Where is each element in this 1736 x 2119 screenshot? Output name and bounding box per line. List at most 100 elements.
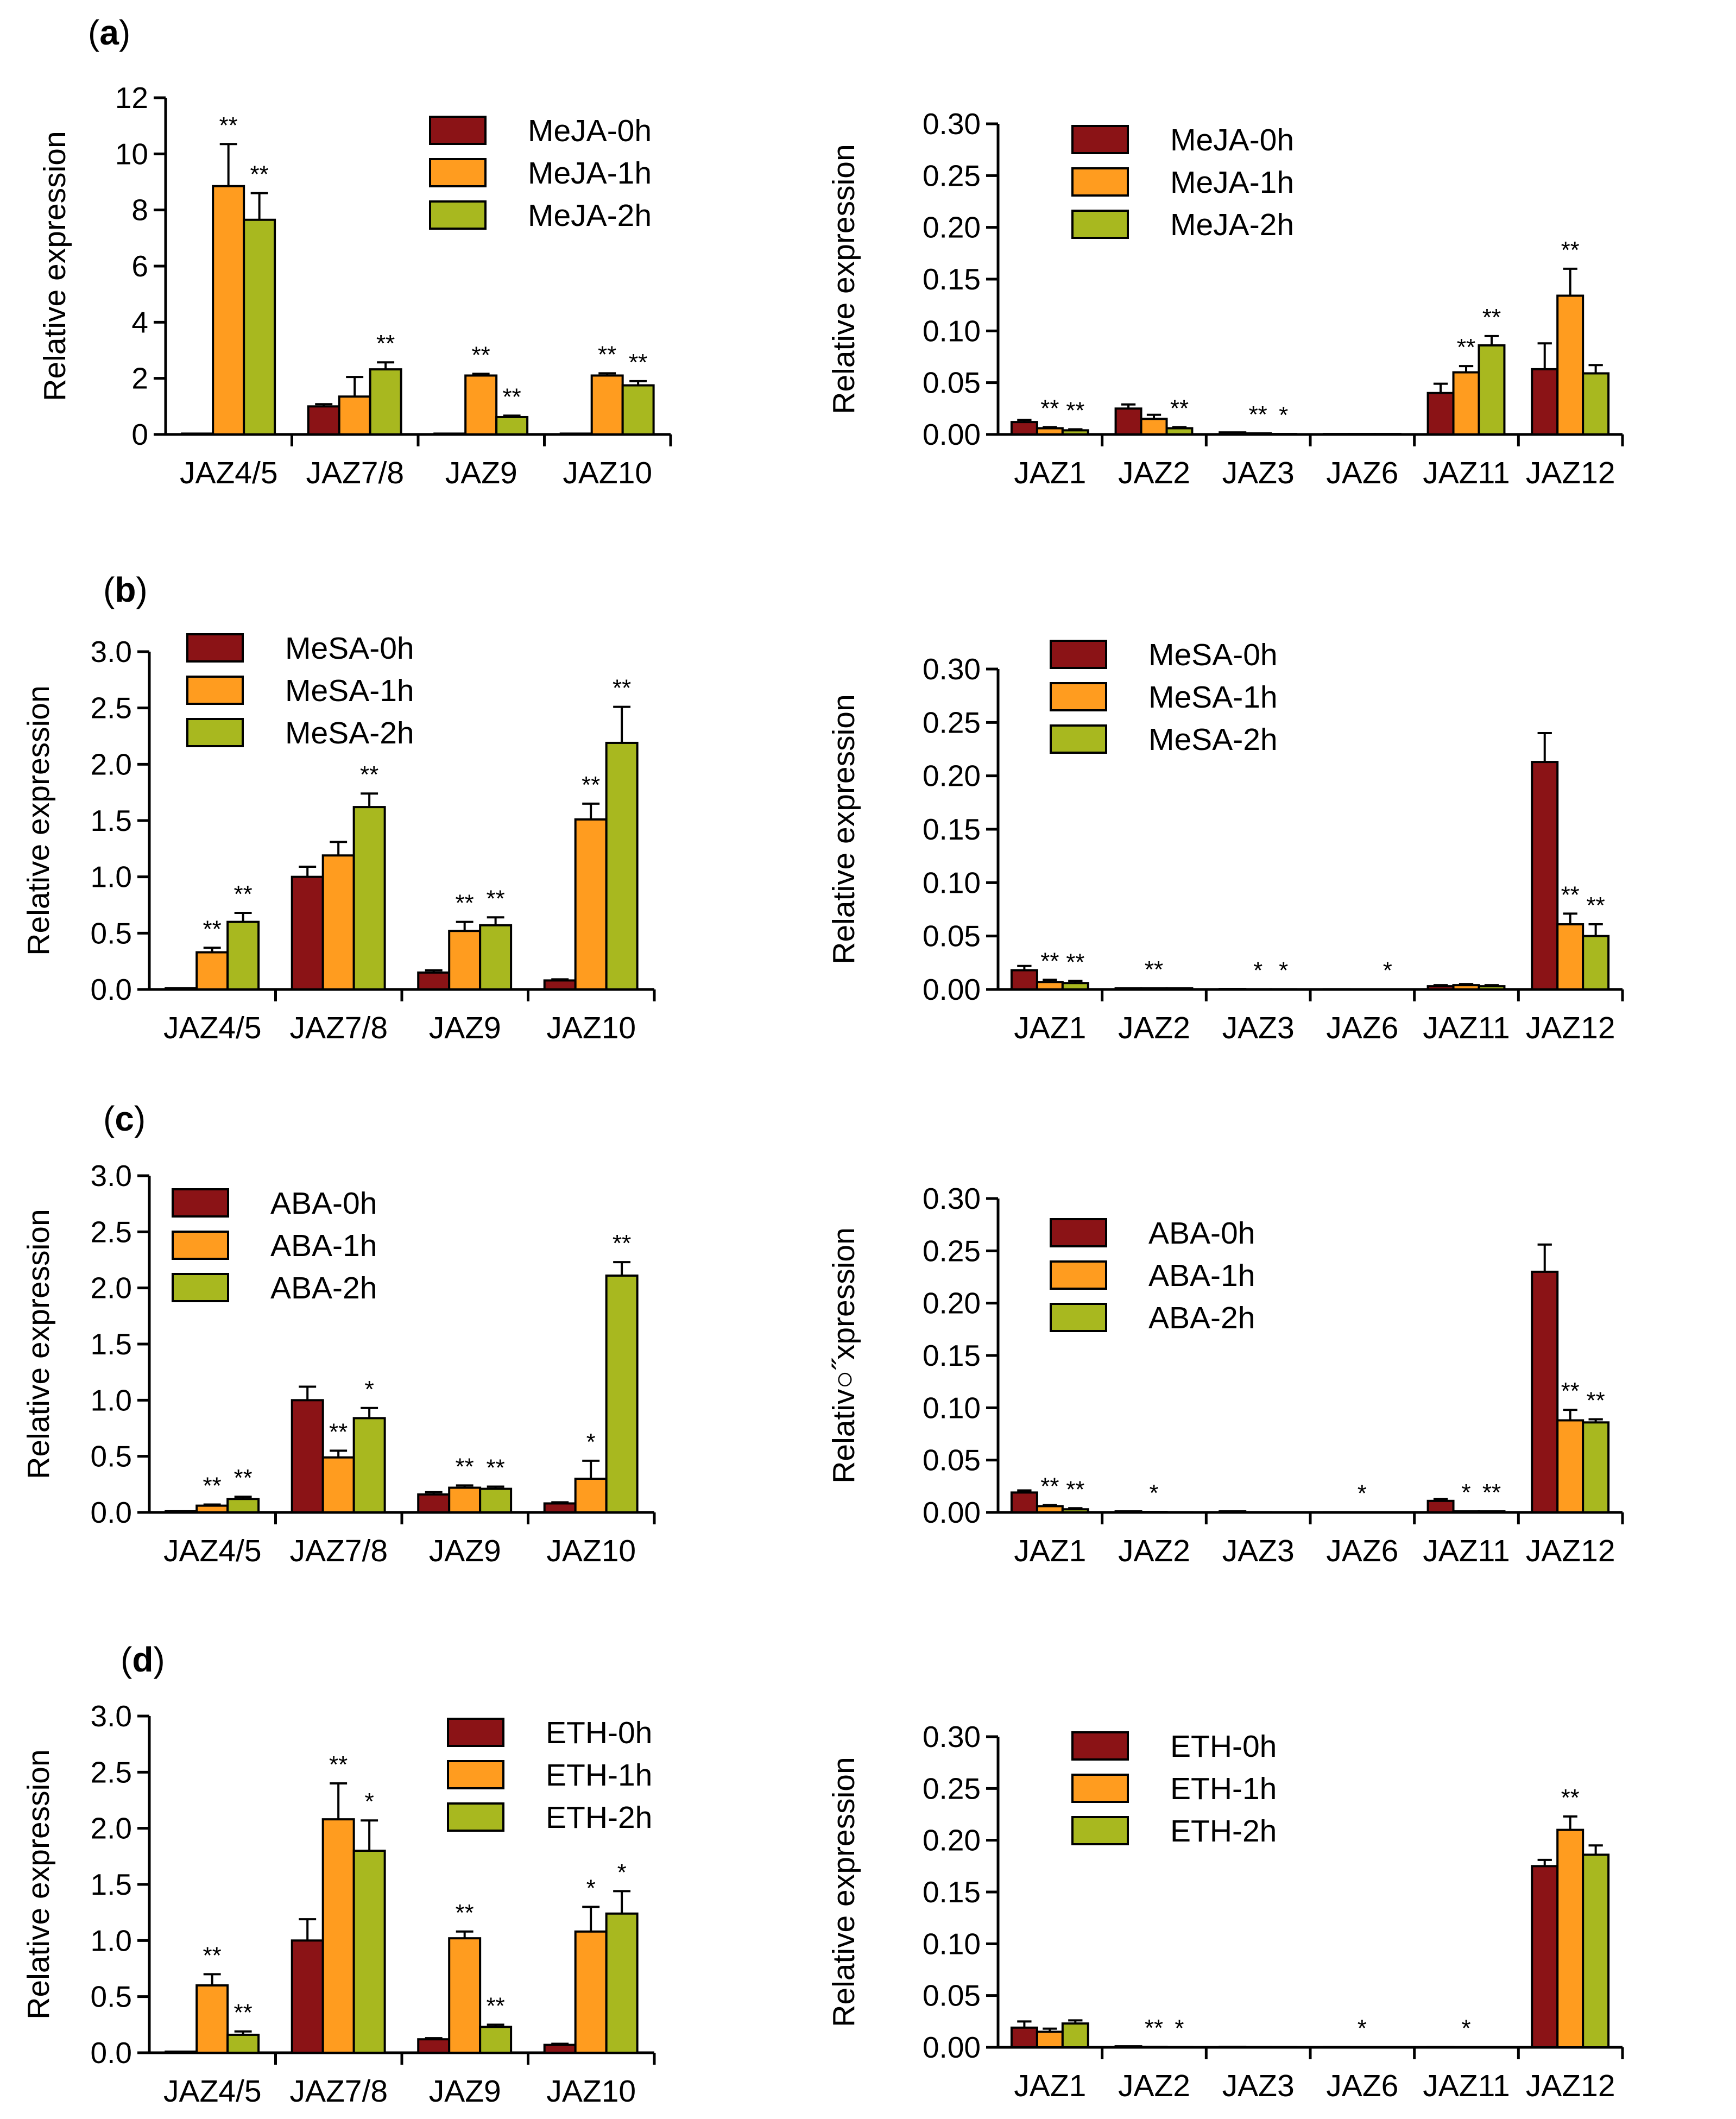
- significance-mark: **: [1145, 2015, 1163, 2041]
- x-tick-label: JAZ2: [1118, 1011, 1190, 1045]
- y-axis-label: Relative expression: [826, 1757, 861, 2027]
- significance-mark: **: [329, 1418, 348, 1445]
- legend-label: MeSA-2h: [1148, 722, 1278, 757]
- bar-MeJA-1h-JAZ1: [1036, 427, 1064, 436]
- bar-ETH-1h-JAZ7/8: [321, 1818, 355, 2054]
- bar-MeJA-1h-JAZ11: [1452, 371, 1480, 436]
- bar-ETH-2h-JAZ12: [1582, 1853, 1610, 2049]
- bar-MeJA-2h-JAZ11: [1478, 344, 1506, 436]
- bar-MeSA-1h-JAZ2: [1140, 987, 1168, 991]
- y-axis-label: Relative expression: [37, 131, 72, 401]
- y-tick-label: 10: [115, 137, 148, 171]
- y-tick-label: 0.05: [923, 366, 981, 400]
- significance-mark: **: [234, 2000, 252, 2026]
- legend-swatch: [1071, 167, 1129, 197]
- y-tick-label: 2.5: [91, 1755, 132, 1789]
- significance-mark: **: [203, 916, 222, 942]
- x-tick-label: JAZ1: [1014, 1011, 1086, 1045]
- x-tick-label: JAZ1: [1014, 1534, 1086, 1568]
- chart-d-left: 0.0 0.5 1.0 1.5 2.0 2.5 3.0 Relative expression…: [21, 1699, 656, 2109]
- significance-mark: *: [365, 1376, 374, 1403]
- legend-swatch: [447, 1760, 504, 1789]
- significance-mark: *: [1461, 2015, 1470, 2042]
- y-tick-label: 0.00: [923, 2030, 981, 2064]
- bar-MeJA-0h-JAZ12: [1531, 368, 1559, 436]
- significance-mark: *: [617, 1859, 627, 1885]
- y-tick-label: 2.5: [91, 691, 132, 725]
- legend-swatch: [1050, 1303, 1107, 1332]
- legend-label: ABA-1h: [270, 1228, 377, 1263]
- bar-ETH-0h-JAZ10: [543, 2044, 577, 2054]
- legend-label: ETH-0h: [546, 1716, 652, 1750]
- y-tick-label: 8: [131, 193, 148, 227]
- y-tick-label: 0.00: [923, 973, 981, 1006]
- significance-mark: **: [1066, 1476, 1084, 1503]
- bar-ETH-1h-JAZ1: [1036, 2030, 1064, 2048]
- legend-label: ETH-1h: [1170, 1771, 1277, 1806]
- legend-swatch: [186, 718, 244, 747]
- x-tick-label: JAZ6: [1326, 2068, 1398, 2103]
- y-tick-label: 0.25: [923, 1771, 981, 1805]
- significance-mark: *: [1358, 2015, 1367, 2042]
- bar-MeSA-1h-JAZ9: [448, 930, 482, 991]
- legend-swatch: [1071, 125, 1129, 154]
- legend-label: MeJA-1h: [1170, 165, 1294, 200]
- x-tick-label: JAZ11: [1423, 456, 1510, 490]
- bar-MeSA-1h-JAZ4/5: [195, 951, 229, 991]
- y-axis-label: Relativ○˝xpression: [826, 1227, 861, 1484]
- bar-ABA-2h-JAZ10: [605, 1274, 639, 1514]
- panel-label-a: (a): [88, 13, 130, 52]
- legend-swatch: [1071, 1816, 1129, 1845]
- x-tick-label: JAZ6: [1326, 1534, 1398, 1568]
- significance-mark: **: [1561, 1378, 1580, 1404]
- legend-label: ETH-1h: [546, 1758, 652, 1793]
- bar-MeJA-2h-JAZ1: [1061, 429, 1089, 436]
- bar-MeSA-2h-JAZ1: [1061, 982, 1089, 991]
- bar-MeSA-0h-JAZ1: [1010, 969, 1038, 991]
- significance-mark: **: [376, 330, 395, 357]
- significance-mark: *: [586, 1875, 596, 1901]
- bar-ABA-1h-JAZ1: [1036, 1505, 1064, 1513]
- legend-label: ABA-2h: [1148, 1301, 1255, 1335]
- legend-label: MeJA-2h: [528, 198, 652, 233]
- x-tick-label: JAZ3: [1222, 2068, 1295, 2103]
- significance-mark: **: [629, 349, 647, 376]
- bar-MeSA-1h-JAZ7/8: [321, 854, 355, 991]
- significance-mark: **: [329, 1751, 348, 1778]
- x-tick-label: JAZ7/8: [289, 1534, 388, 1568]
- bar-MeJA-2h-JAZ10: [621, 384, 655, 436]
- bar-MeSA-0h-JAZ12: [1531, 761, 1559, 991]
- x-tick-label: JAZ12: [1526, 2068, 1615, 2103]
- significance-mark: *: [365, 1788, 374, 1815]
- legend-label: MeJA-1h: [528, 156, 652, 191]
- bar-ETH-2h-JAZ7/8: [352, 1850, 386, 2054]
- x-tick-label: JAZ4/5: [163, 1011, 262, 1045]
- bar-ABA-1h-JAZ9: [448, 1486, 482, 1514]
- y-axis-label: Relative expression: [826, 144, 861, 414]
- significance-mark: **: [1561, 237, 1580, 263]
- legend-label: ABA-1h: [1148, 1258, 1255, 1293]
- x-tick-label: JAZ10: [546, 2074, 636, 2109]
- bar-MeSA-0h-JAZ11: [1426, 985, 1455, 991]
- significance-mark: **: [360, 761, 378, 788]
- legend-label: MeJA-0h: [1170, 123, 1294, 157]
- bar-MeSA-2h-JAZ9: [479, 924, 513, 991]
- significance-mark: **: [1249, 401, 1267, 428]
- significance-mark: **: [487, 1454, 505, 1481]
- y-tick-label: 0.5: [91, 1980, 132, 2014]
- bar-ETH-2h-JAZ10: [605, 1912, 639, 2054]
- legend-swatch: [1050, 1218, 1107, 1247]
- x-tick-label: JAZ2: [1118, 2068, 1190, 2103]
- bar-ABA-0h-JAZ7/8: [291, 1399, 324, 1513]
- significance-mark: **: [1170, 395, 1189, 422]
- legend-swatch: [447, 1802, 504, 1832]
- bar-MeJA-1h-JAZ4/5: [212, 185, 245, 436]
- bar-ABA-2h-JAZ1: [1061, 1508, 1089, 1513]
- x-tick-label: JAZ3: [1222, 1534, 1295, 1568]
- legend-swatch: [186, 633, 244, 663]
- bar-ETH-1h-JAZ12: [1556, 1828, 1585, 2049]
- bar-MeSA-1h-JAZ1: [1036, 981, 1064, 991]
- significance-mark: **: [1040, 1473, 1059, 1500]
- significance-mark: *: [1358, 1480, 1367, 1507]
- bar-ABA-2h-JAZ7/8: [352, 1417, 386, 1513]
